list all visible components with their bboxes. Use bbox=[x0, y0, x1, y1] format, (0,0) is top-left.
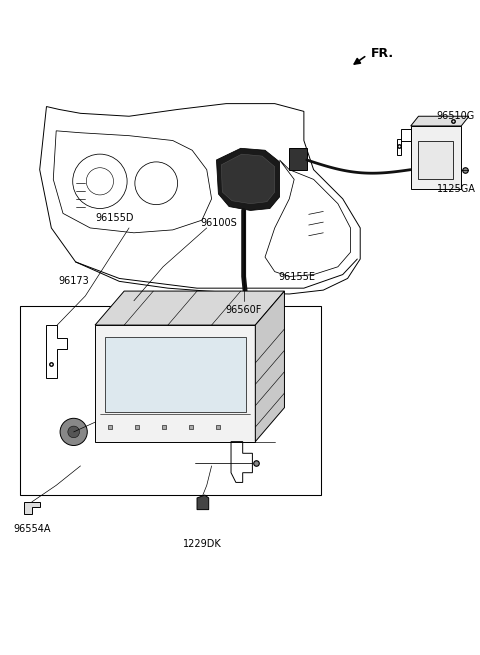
Polygon shape bbox=[221, 154, 275, 204]
Polygon shape bbox=[255, 291, 285, 441]
Text: 96554A: 96554A bbox=[13, 524, 51, 534]
Circle shape bbox=[60, 419, 87, 445]
Text: 1229DK: 1229DK bbox=[182, 538, 221, 549]
Bar bbox=[419, 141, 454, 179]
Text: FR.: FR. bbox=[371, 47, 394, 60]
Polygon shape bbox=[197, 495, 209, 510]
Polygon shape bbox=[24, 502, 40, 514]
Bar bbox=[95, 325, 255, 441]
Polygon shape bbox=[216, 148, 279, 210]
Polygon shape bbox=[95, 291, 285, 325]
Bar bbox=[20, 306, 321, 495]
Text: 96560F: 96560F bbox=[226, 305, 262, 314]
Text: 96155E: 96155E bbox=[278, 272, 316, 282]
Circle shape bbox=[68, 426, 80, 438]
Polygon shape bbox=[411, 116, 469, 126]
Bar bbox=[105, 337, 246, 413]
Bar bbox=[411, 126, 461, 189]
Text: 96100S: 96100S bbox=[200, 218, 237, 228]
Bar bbox=[289, 148, 307, 170]
Text: 96510G: 96510G bbox=[436, 111, 475, 121]
Text: 1125GA: 1125GA bbox=[437, 184, 476, 194]
Text: 96173: 96173 bbox=[58, 276, 89, 286]
Text: 96155D: 96155D bbox=[95, 214, 134, 223]
